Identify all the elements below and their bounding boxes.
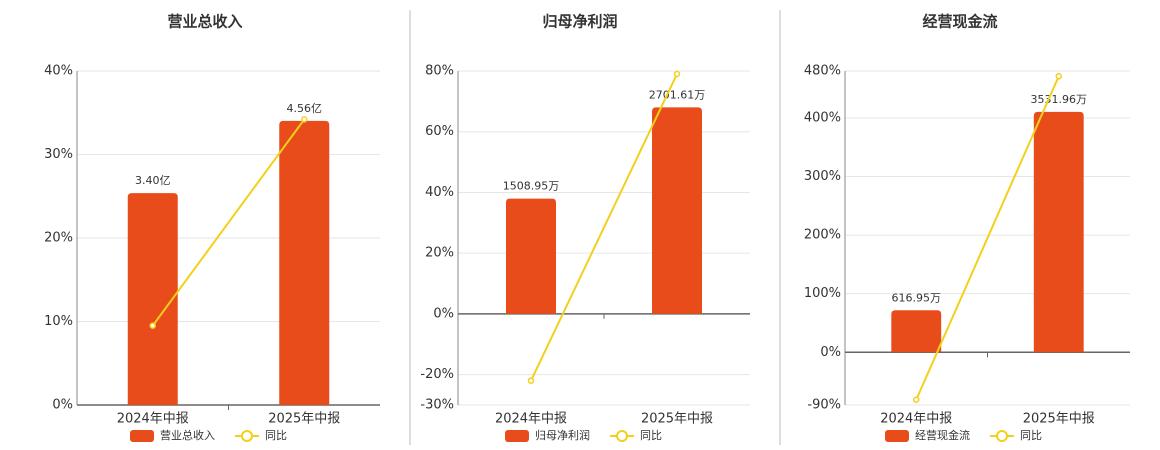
x-tick-label: 2024年中报 [880,412,952,427]
bar [279,120,330,406]
point [301,116,308,123]
y-tick-label: 0% [52,398,73,413]
point [1055,73,1062,80]
legend-label: 经营现金流 [915,428,970,442]
y-tick-label: 20% [44,231,73,246]
legend-swatch [616,430,628,442]
point [913,396,920,403]
legend-swatch [130,430,154,442]
point [149,322,156,329]
y-tick-label: 400% [804,110,841,125]
legend-label: 同比 [1020,429,1042,442]
y-tick-label: -90% [807,398,841,413]
value-label: 3531.96万 [1031,93,1088,106]
legend-swatch [885,430,909,442]
legend-label: 同比 [640,429,662,442]
y-tick-label: 40% [425,185,454,200]
line [530,73,678,382]
value-label: 616.95万 [892,291,942,304]
legend-swatch [505,430,529,442]
y-tick-label: 480% [804,64,841,79]
bar [891,310,942,353]
y-tick-label: 40% [44,64,73,79]
x-tick-label: 2024年中报 [495,412,567,427]
y-tick-label: 60% [425,124,454,139]
chart-title: 归母净利润 [542,13,617,31]
y-tick-label: 200% [804,228,841,243]
point [527,377,535,384]
x-tick-label: 2025年中报 [268,412,340,427]
bar [127,193,178,405]
legend-swatch [241,430,253,442]
bar [506,198,556,314]
line [915,75,1060,401]
chart-title: 营业总收入 [167,13,242,31]
y-tick-label: 10% [44,314,73,329]
chart-title: 经营现金流 [922,13,997,31]
x-tick-label: 2025年中报 [641,412,713,427]
y-tick-label: 100% [804,286,841,301]
y-tick-label: -30% [420,398,454,413]
y-tick-label: 300% [804,169,841,184]
bar [652,107,702,314]
y-tick-label: 0% [433,306,454,321]
value-label: 3.40亿 [135,174,171,187]
legend-label: 营业总收入 [160,428,215,442]
y-tick-label: 0% [820,345,841,360]
value-label: 4.56亿 [287,102,323,115]
x-tick-label: 2025年中报 [1023,412,1095,427]
x-tick-label: 2024年中报 [117,412,189,427]
value-label: 1508.95万 [503,180,560,193]
legend-label: 归母净利润 [535,428,590,442]
legend-label: 同比 [265,429,287,442]
legend-swatch [996,430,1008,442]
y-tick-label: -20% [420,367,454,382]
bar [1033,111,1084,353]
value-label: 2701.61万 [649,88,706,101]
y-tick-label: 30% [44,147,73,162]
y-tick-label: 20% [425,246,454,261]
y-tick-label: 80% [425,64,454,79]
point [673,70,681,78]
line [151,118,306,327]
